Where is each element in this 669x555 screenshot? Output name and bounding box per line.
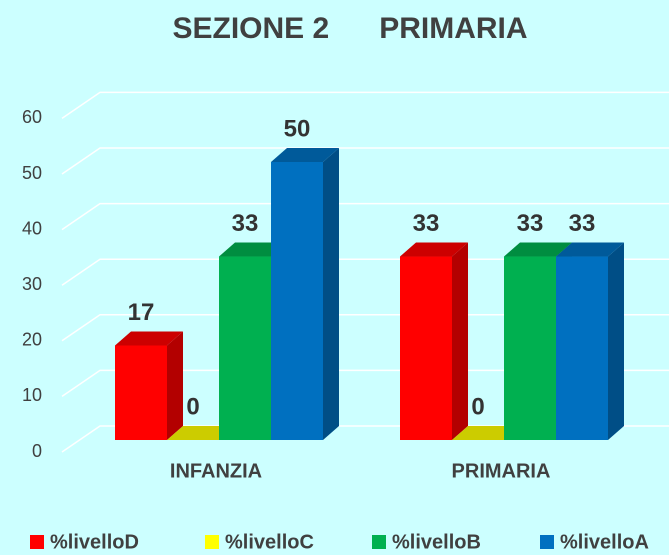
- bar-side: [608, 242, 624, 440]
- data-label: 0: [186, 393, 199, 420]
- legend-swatch: [30, 535, 44, 549]
- data-label: 0: [471, 393, 484, 420]
- data-label: 33: [569, 210, 596, 237]
- data-label: 17: [128, 299, 155, 326]
- grid-line: [61, 258, 669, 286]
- bar-top: [271, 148, 339, 162]
- y-tick-label: 10: [22, 385, 42, 405]
- bar-side: [323, 148, 339, 440]
- y-tick-label: 40: [22, 218, 42, 238]
- bar-top: [452, 426, 520, 440]
- legend-label: %livelloA: [560, 531, 649, 553]
- bar: [504, 256, 556, 440]
- bar-side: [452, 242, 468, 440]
- bar: [271, 162, 323, 440]
- bar-side: [167, 331, 183, 440]
- legend-swatch: [205, 535, 219, 549]
- bar: [400, 256, 452, 440]
- chart-title: SEZIONE 2 PRIMARIA: [172, 12, 527, 45]
- grid-line: [61, 202, 669, 231]
- grid-line: [61, 369, 669, 398]
- x-tick-label: INFANZIA: [170, 460, 262, 482]
- grid-line: [61, 91, 669, 120]
- legend-swatch: [372, 535, 386, 549]
- bar-top: [556, 242, 624, 257]
- grid-line: [61, 314, 669, 342]
- legend-label: %livelloB: [392, 531, 481, 553]
- bar-top: [219, 242, 287, 257]
- bar-top: [115, 331, 183, 346]
- y-tick-label: 50: [22, 163, 42, 183]
- bar-top: [400, 242, 468, 257]
- y-tick-label: 0: [32, 441, 42, 461]
- grid-line: [61, 147, 669, 175]
- legend-swatch: [540, 535, 554, 549]
- bar: [219, 256, 271, 440]
- data-label: 33: [413, 210, 440, 237]
- bar: [556, 256, 608, 440]
- y-tick-label: 30: [22, 274, 42, 294]
- bar-top: [167, 426, 235, 440]
- legend-label: %livelloD: [50, 531, 139, 553]
- data-label: 50: [284, 115, 311, 142]
- data-label: 33: [517, 210, 544, 237]
- data-label: 33: [232, 210, 259, 237]
- x-tick-label: PRIMARIA: [452, 460, 551, 482]
- y-tick-label: 20: [22, 330, 42, 350]
- bar: [115, 345, 167, 440]
- legend-label: %livelloC: [225, 531, 314, 553]
- y-tick-label: 60: [22, 107, 42, 127]
- bar-top: [504, 242, 572, 257]
